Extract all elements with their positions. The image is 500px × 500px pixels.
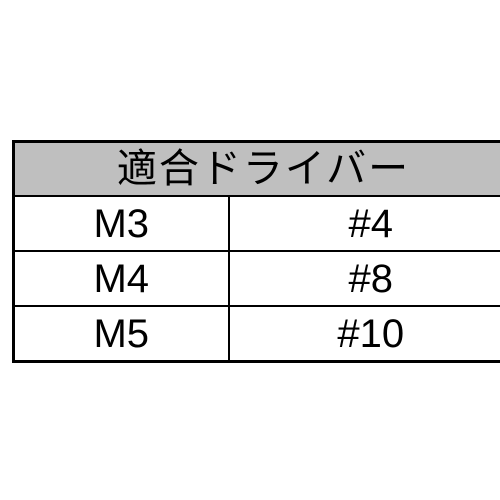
cell-size: M4 — [14, 251, 229, 306]
table-body: M3 #4 M4 #8 M5 #10 — [14, 196, 500, 362]
compat-driver-table: 適合ドライバー M3 #4 M4 #8 M5 #10 — [12, 140, 500, 363]
cell-driver: #8 — [229, 251, 500, 306]
table-row: M5 #10 — [14, 306, 500, 362]
table-header: 適合ドライバー — [14, 142, 500, 197]
table-header-row: 適合ドライバー — [14, 142, 500, 197]
compat-driver-table-wrap: 適合ドライバー M3 #4 M4 #8 M5 #10 — [0, 140, 500, 363]
table-row: M4 #8 — [14, 251, 500, 306]
cell-driver: #4 — [229, 196, 500, 251]
cell-size: M3 — [14, 196, 229, 251]
cell-driver: #10 — [229, 306, 500, 362]
table-row: M3 #4 — [14, 196, 500, 251]
cell-size: M5 — [14, 306, 229, 362]
